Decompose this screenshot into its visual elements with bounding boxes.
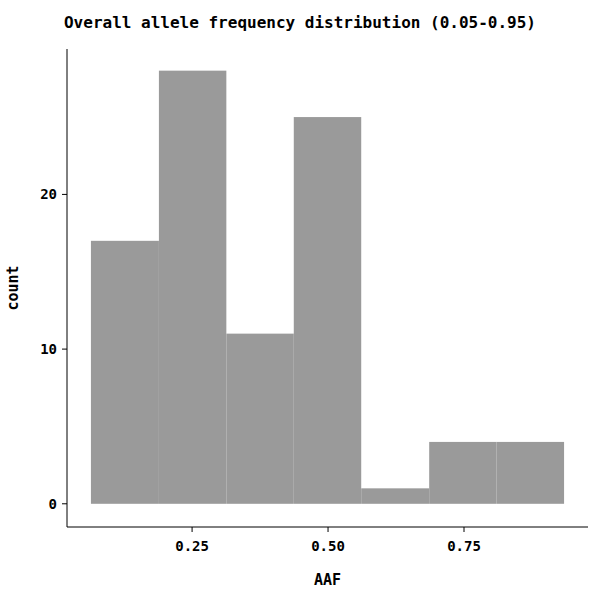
y-label: count xyxy=(4,265,22,310)
x-tick-label: 0.50 xyxy=(311,538,345,554)
y-axis xyxy=(67,49,68,527)
chart: 0 10 20 0.25 0.50 0.75 Overall allele frequenc… xyxy=(0,0,600,600)
y-tick-label: 20 xyxy=(40,186,57,202)
y-tick xyxy=(62,194,67,195)
x-axis xyxy=(67,527,588,528)
bar xyxy=(294,117,361,504)
x-tick-label: 0.25 xyxy=(175,538,209,554)
x-tick xyxy=(464,527,465,532)
x-label: AAF xyxy=(314,571,341,589)
title: Overall allele frequency distribution (0… xyxy=(64,13,536,32)
bar xyxy=(226,334,293,504)
x-tick xyxy=(328,527,329,532)
x-tick-label: 0.75 xyxy=(447,538,481,554)
y-tick-label: 0 xyxy=(49,496,57,512)
bar xyxy=(91,241,159,504)
bar xyxy=(159,71,226,504)
y-tick-label: 10 xyxy=(40,341,57,357)
y-tick xyxy=(62,503,67,504)
bar xyxy=(361,488,429,503)
bar xyxy=(429,442,496,504)
y-tick xyxy=(62,349,67,350)
x-tick xyxy=(192,527,193,532)
bar xyxy=(497,442,564,504)
chart-svg: 0 10 20 0.25 0.50 0.75 Overall allele frequenc… xyxy=(0,0,600,600)
bars xyxy=(91,71,564,504)
